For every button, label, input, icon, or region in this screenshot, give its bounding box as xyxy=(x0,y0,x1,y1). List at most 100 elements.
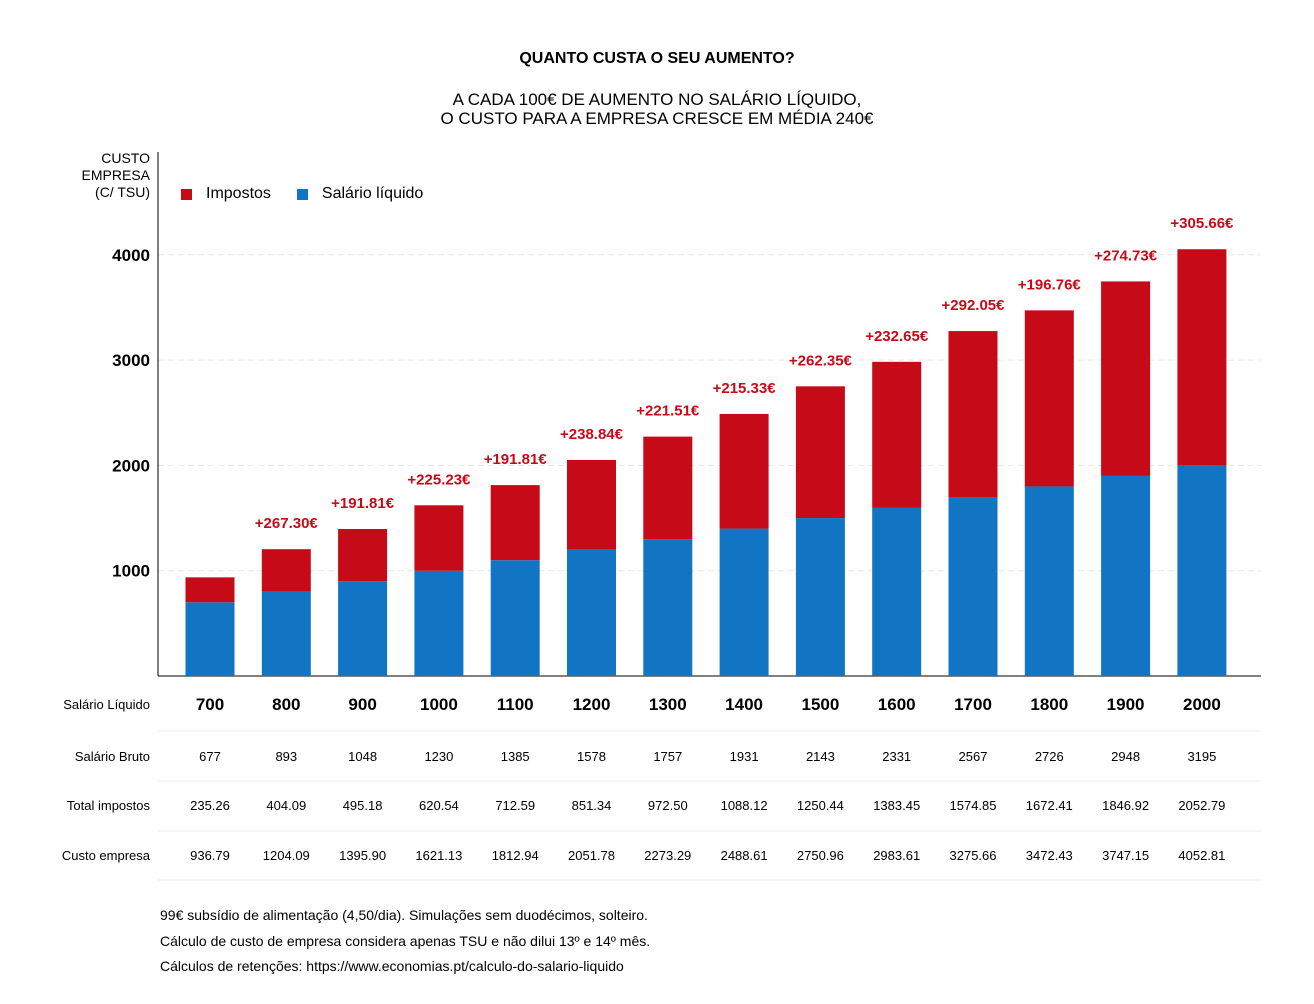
table-cell-salario-liquido: 1600 xyxy=(878,695,916,714)
table-cell-salario-bruto: 1578 xyxy=(577,749,606,764)
table-cell-total-impostos: 235.26 xyxy=(190,798,230,813)
table-cell-custo-empresa: 2750.96 xyxy=(797,848,844,863)
bar-salario-liquido xyxy=(185,602,235,676)
bar-salario-liquido xyxy=(643,539,693,676)
table-cell-salario-bruto: 1385 xyxy=(501,749,530,764)
y-axis-label-line-1: CUSTO xyxy=(101,150,150,166)
table-cell-salario-bruto: 1048 xyxy=(348,749,377,764)
legend-label-impostos: Impostos xyxy=(206,185,271,202)
table-cell-total-impostos: 1383.45 xyxy=(873,798,920,813)
table-cell-total-impostos: 2052.79 xyxy=(1178,798,1225,813)
bar-increase-label: +225.23€ xyxy=(407,471,471,488)
y-tick-label: 2000 xyxy=(112,456,150,475)
table-cell-salario-bruto: 1230 xyxy=(424,749,453,764)
table-cell-salario-liquido: 800 xyxy=(272,695,300,714)
bar-increase-label: +238.84€ xyxy=(560,426,624,443)
table-cell-salario-liquido: 700 xyxy=(196,695,224,714)
bar-increase-label: +305.66€ xyxy=(1170,215,1234,232)
bar-salario-liquido xyxy=(414,570,464,676)
table-cell-salario-liquido: 1500 xyxy=(801,695,839,714)
bar-salario-liquido xyxy=(1024,486,1074,676)
table-cell-total-impostos: 1088.12 xyxy=(721,798,768,813)
bar-impostos xyxy=(338,529,388,582)
table-cell-total-impostos: 1574.85 xyxy=(950,798,997,813)
table-cell-custo-empresa: 3275.66 xyxy=(950,848,997,863)
table-cell-salario-liquido: 1100 xyxy=(497,695,534,714)
table-cell-salario-liquido: 2000 xyxy=(1183,695,1221,714)
bar-increase-label: +262.35€ xyxy=(789,352,853,369)
table-cell-custo-empresa: 3747.15 xyxy=(1102,848,1149,863)
table-cell-total-impostos: 851.34 xyxy=(572,798,612,813)
bar-increase-label: +191.81€ xyxy=(484,451,548,468)
table-cell-custo-empresa: 1395.90 xyxy=(339,848,386,863)
bar-salario-liquido xyxy=(261,591,311,676)
bar-impostos xyxy=(1177,249,1227,466)
bar-impostos xyxy=(567,459,616,550)
table-cell-total-impostos: 972.50 xyxy=(648,798,688,813)
table-cell-salario-liquido: 1700 xyxy=(954,695,992,714)
table-cell-salario-liquido: 1400 xyxy=(725,695,763,714)
bar-increase-label: +196.76€ xyxy=(1018,276,1082,293)
bar-increase-label: +274.73€ xyxy=(1094,247,1158,264)
stacked-bar-chart: 1000 2000 3000 4000 +267.30€ +191.81€ +225.23€… xyxy=(62,152,1261,881)
y-tick-label: 3000 xyxy=(112,351,150,370)
table-row-label-salario-liquido: Salário Líquido xyxy=(63,697,150,712)
legend-label-salario-liquido: Salário líquido xyxy=(321,185,424,202)
bar-increase-label: +267.30€ xyxy=(255,515,319,532)
bar-salario-liquido xyxy=(490,560,540,676)
table-cell-salario-liquido: 1000 xyxy=(420,695,458,714)
table-cell-custo-empresa: 1204.09 xyxy=(263,848,310,863)
bar-impostos xyxy=(261,549,311,592)
table-cell-salario-bruto: 3195 xyxy=(1187,749,1216,764)
table-cell-custo-empresa: 1812.94 xyxy=(492,848,539,863)
y-axis-label-line-2: EMPRESA xyxy=(81,167,150,183)
footnote-3: Cálculos de retenções: https://www.econo… xyxy=(160,958,624,974)
bar-impostos xyxy=(1101,281,1151,476)
y-tick-label: 1000 xyxy=(112,562,150,581)
table-cell-custo-empresa: 936.79 xyxy=(190,848,230,863)
bar-impostos xyxy=(948,331,998,497)
table-cell-custo-empresa: 3472.43 xyxy=(1026,848,1073,863)
y-axis-label-line-3: (C/ TSU) xyxy=(95,184,150,200)
bar-impostos xyxy=(719,413,769,529)
table-cell-total-impostos: 1250.44 xyxy=(797,798,844,813)
chart-subtitle-line-2: O CUSTO PARA A EMPRESA CRESCE EM MÉDIA 2… xyxy=(440,109,874,128)
table-cell-total-impostos: 495.18 xyxy=(343,798,383,813)
table-cell-salario-bruto: 1931 xyxy=(730,749,759,764)
bar-salario-liquido xyxy=(567,549,616,676)
table-cell-custo-empresa: 2273.29 xyxy=(644,848,691,863)
bar-impostos xyxy=(1024,310,1074,487)
table-cell-total-impostos: 404.09 xyxy=(266,798,306,813)
table-cell-salario-bruto: 2143 xyxy=(806,749,835,764)
bar-increase-label: +191.81€ xyxy=(331,495,395,512)
table-cell-custo-empresa: 4052.81 xyxy=(1178,848,1225,863)
legend-item-impostos: Impostos xyxy=(181,185,271,203)
table-cell-custo-empresa: 2051.78 xyxy=(568,848,615,863)
bar-impostos xyxy=(872,361,922,508)
chart-subtitle-line-1: A CADA 100€ DE AUMENTO NO SALÁRIO LÍQUID… xyxy=(452,90,862,109)
table-cell-salario-liquido: 1800 xyxy=(1030,695,1068,714)
table-cell-salario-bruto: 1757 xyxy=(653,749,682,764)
footnote-2: Cálculo de custo de empresa considera ap… xyxy=(160,933,651,949)
table-cell-total-impostos: 1672.41 xyxy=(1026,798,1073,813)
bar-salario-liquido xyxy=(872,507,922,676)
bar-impostos xyxy=(185,577,235,603)
bar-salario-liquido xyxy=(338,581,388,676)
bar-impostos xyxy=(643,436,693,540)
table-cell-custo-empresa: 2983.61 xyxy=(873,848,920,863)
table-cell-salario-liquido: 1300 xyxy=(649,695,687,714)
table-row-label-custo-empresa: Custo empresa xyxy=(62,848,151,863)
table-cell-salario-bruto: 2948 xyxy=(1111,749,1140,764)
table-row-label-total-impostos: Total impostos xyxy=(67,798,151,813)
bar-salario-liquido xyxy=(1101,475,1151,676)
y-axis-label: CUSTO EMPRESA (C/ TSU) xyxy=(40,150,150,201)
table-cell-salario-bruto: 2567 xyxy=(959,749,988,764)
bar-salario-liquido xyxy=(948,496,998,676)
table-row-label-salario-bruto: Salário Bruto xyxy=(75,749,150,764)
table-cell-salario-liquido: 900 xyxy=(348,695,376,714)
table-cell-salario-bruto: 2331 xyxy=(882,749,911,764)
bar-increase-label: +221.51€ xyxy=(636,403,700,420)
chart-title: QUANTO CUSTA O SEU AUMENTO? xyxy=(519,50,795,67)
chart-legend: Impostos Salário líquido xyxy=(181,185,449,203)
y-tick-label: 4000 xyxy=(112,246,150,265)
